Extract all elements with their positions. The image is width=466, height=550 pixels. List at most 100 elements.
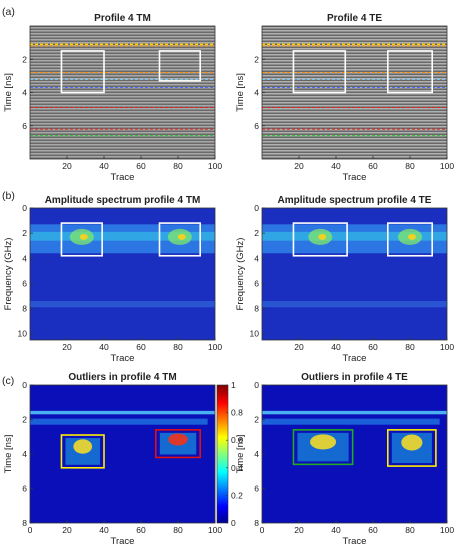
panel-label-c: (c) [2,375,14,387]
y-tick-label: 0 [22,380,27,390]
y-tick-label: 6 [22,484,27,494]
y-tick-label: 6 [254,121,259,131]
y-tick-label: 0 [254,203,259,213]
x-axis-label: Trace [343,353,367,364]
x-tick-label: 60 [136,525,146,535]
x-tick-label: 80 [405,161,415,171]
x-tick-label: 40 [99,525,109,535]
y-tick-label: 2 [22,54,27,64]
y-tick-label: 0 [254,380,259,390]
y-tick-label: 4 [22,253,27,263]
highlight-box-1 [60,434,105,469]
x-tick-label: 20 [62,342,72,352]
x-tick-label: 100 [440,525,454,535]
x-tick-label: 20 [294,525,304,535]
x-tick-label: 20 [294,342,304,352]
y-axis-label: Time [ns] [235,435,246,474]
x-tick-label: 60 [136,342,146,352]
x-tick-label: 0 [260,525,265,535]
chart-title: Amplitude spectrum profile 4 TM [45,195,201,206]
y-tick-label: 2 [22,228,27,238]
y-axis-label: Frequency (GHz) [235,238,246,311]
y-tick-label: 4 [22,88,27,98]
x-axis-label: Trace [111,172,135,183]
outlier-band [30,418,208,425]
x-tick-label: 100 [440,342,454,352]
chart-title: Outliers in profile 4 TM [68,372,176,383]
y-tick-label: 0 [22,203,27,213]
y-tick-label: 4 [254,449,259,459]
colorbar-tick-label: 0.2 [231,490,243,500]
x-axis-label: Trace [343,172,367,183]
y-tick-label: 2 [22,415,27,425]
y-tick-label: 2 [254,415,259,425]
chart-3: 20 40 60 80 100 0 2 4 6 8 10 Amplitude spectrum pro… [3,195,222,364]
x-tick-label: 80 [173,342,183,352]
y-tick-label: 8 [254,518,259,528]
y-tick-label: 2 [254,228,259,238]
outlier-core-2 [401,434,423,451]
chart-title: Profile 4 TM [94,13,151,24]
x-tick-label: 80 [173,161,183,171]
x-axis-label: Trace [111,353,135,364]
x-axis-label: Trace [343,536,367,547]
x-tick-label: 40 [331,342,341,352]
x-tick-label: 20 [62,525,72,535]
axes-frame [261,207,448,341]
y-tick-label: 4 [22,449,27,459]
x-tick-label: 40 [99,161,109,171]
x-tick-label: 60 [368,161,378,171]
highlight-box-2 [158,50,202,82]
chart-title: Profile 4 TE [327,13,382,24]
colorbar-tick-label: 0.4 [231,463,243,473]
x-tick-label: 80 [405,342,415,352]
x-tick-label: 100 [208,525,222,535]
x-tick-label: 80 [173,525,183,535]
spectrum-band-core [262,231,447,241]
x-tick-label: 20 [294,161,304,171]
panel-label-b: (b) [2,190,15,202]
x-axis-label: Trace [111,536,135,547]
y-tick-label: 8 [254,304,259,314]
outlier-line [262,410,447,415]
outlier-core-1 [73,439,93,454]
colorbar-tick-label: 1 [231,380,236,390]
y-tick-label: 2 [254,54,259,64]
highlight-box-1 [60,222,103,257]
highlight-box-2 [386,50,433,94]
x-tick-label: 100 [208,342,222,352]
x-tick-label: 20 [62,161,72,171]
x-tick-label: 40 [331,525,341,535]
chart-2: 20 40 60 80 100 2 4 6 Profile 4 TE Trace Time [ns] [235,13,454,183]
y-tick-label: 10 [250,329,260,339]
x-tick-label: 100 [208,161,222,171]
highlight-box-2 [386,222,433,257]
x-tick-label: 60 [368,525,378,535]
y-axis-label: Time [ns] [3,73,14,112]
colorbar-tick-label: 0.6 [231,435,243,445]
chart-4: 20 40 60 80 100 0 2 4 6 8 10 Amplitude spectrum pro… [235,195,454,364]
outlier-band [262,418,440,425]
outlier-line [30,410,215,415]
x-tick-label: 40 [331,161,341,171]
spectrum-line [262,301,447,308]
colorbar-tick-label: 0.8 [231,408,243,418]
y-tick-label: 6 [254,484,259,494]
spectrum-band-core [30,231,215,241]
chart-title: Outliers in profile 4 TE [301,372,408,383]
x-tick-label: 40 [99,342,109,352]
highlight-box-2 [158,222,202,257]
outlier-core-2 [168,433,188,446]
y-axis-label: Frequency (GHz) [3,238,14,311]
chart-6: 0 20 40 60 80 100 0 2 4 6 8 Outliers in profile 4 T… [235,372,454,547]
highlight-box-1 [60,50,105,94]
y-tick-label: 4 [254,253,259,263]
y-tick-label: 6 [22,278,27,288]
x-tick-label: 100 [440,161,454,171]
axes-frame [29,207,216,341]
chart-5: 0 20 40 60 80 100 0 2 4 6 8 Outliers in profile 4 T… [3,372,243,547]
x-tick-label: 60 [136,161,146,171]
chart-1: 20 40 60 80 100 2 4 6 Profile 4 TM Trace Time [ns] [3,13,222,183]
x-tick-label: 80 [405,525,415,535]
